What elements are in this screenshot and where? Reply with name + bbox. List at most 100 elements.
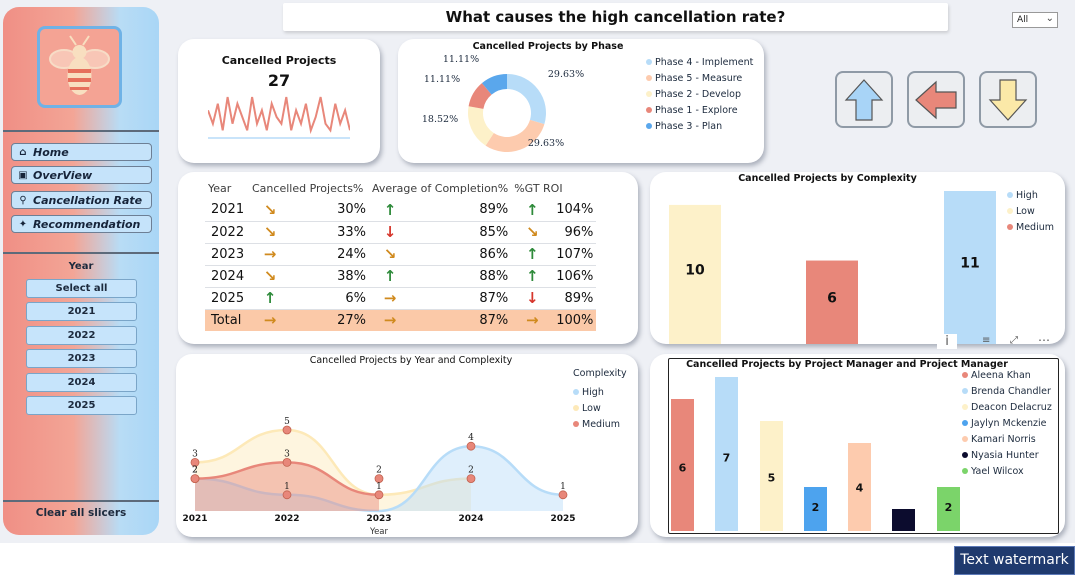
legend-item[interactable]: Medium bbox=[1007, 219, 1054, 235]
chevron-down-icon: ⌄ bbox=[1045, 13, 1054, 24]
cell-cancelled: 38% bbox=[291, 265, 369, 288]
focus-mode-icon[interactable]: ⤢ bbox=[1010, 335, 1018, 346]
legend-item[interactable]: High bbox=[1007, 187, 1054, 203]
down-arrow-button[interactable] bbox=[979, 71, 1037, 128]
more-options-icon[interactable]: ⋯ bbox=[1038, 333, 1050, 347]
trend-arrow-icon: ↑ bbox=[369, 199, 411, 222]
year-option-2024[interactable]: 2024 bbox=[26, 373, 137, 392]
legend-item[interactable]: Medium bbox=[573, 416, 627, 432]
data-point[interactable] bbox=[558, 490, 568, 500]
column-header-year[interactable]: Year bbox=[208, 181, 232, 195]
legend-item[interactable]: Deacon Delacruz bbox=[962, 399, 1052, 415]
legend-item[interactable]: Kamari Norris bbox=[962, 431, 1052, 447]
trend-arrow-icon: ↑ bbox=[525, 200, 539, 219]
column-header-completion[interactable]: Average of Completion% bbox=[372, 181, 509, 195]
data-label: 4 bbox=[468, 433, 474, 443]
trend-arrow-icon: ↑ bbox=[383, 200, 397, 219]
legend-dot bbox=[646, 123, 652, 129]
legend-dot bbox=[1007, 208, 1013, 214]
pm-bar[interactable] bbox=[892, 509, 915, 531]
donut-slice[interactable] bbox=[468, 83, 492, 109]
legend-dot bbox=[962, 420, 968, 426]
legend-item[interactable]: Nyasia Hunter bbox=[962, 447, 1052, 463]
left-arrow-button[interactable] bbox=[907, 71, 965, 128]
year-option-2022[interactable]: 2022 bbox=[26, 326, 137, 345]
trend-arrow-icon: → bbox=[383, 289, 397, 307]
trend-arrow-icon: → bbox=[511, 309, 554, 331]
area-series-line[interactable] bbox=[194, 444, 564, 513]
pm-bar[interactable] bbox=[804, 487, 827, 531]
x-tick-label: 2023 bbox=[366, 514, 391, 524]
trend-arrow-icon: ↘ bbox=[263, 200, 277, 219]
year-option-select-all[interactable]: Select all bbox=[26, 279, 137, 298]
up-arrow-button[interactable] bbox=[835, 71, 893, 128]
info-icon[interactable]: i bbox=[937, 334, 957, 349]
legend-item[interactable]: Phase 2 - Develop bbox=[646, 86, 753, 102]
divider bbox=[3, 252, 159, 254]
legend-item[interactable]: Yael Wilcox bbox=[962, 463, 1052, 479]
pm-bar[interactable] bbox=[671, 399, 694, 531]
table-row: 2024 ↘ 38% ↑ 88% ↑ 106% bbox=[205, 265, 597, 288]
nav-home-button[interactable]: ⌂ Home bbox=[11, 143, 152, 161]
clear-all-slicers-button[interactable]: Clear all slicers bbox=[35, 507, 127, 519]
data-point[interactable] bbox=[466, 441, 476, 451]
nav-overview-button[interactable]: ▣ OverView bbox=[11, 166, 152, 184]
year-option-2025[interactable]: 2025 bbox=[26, 396, 137, 415]
filter-dropdown[interactable]: All ⌄ bbox=[1012, 12, 1058, 28]
phase-donut-card: Cancelled Projects by Phase 29.63% 29.63%… bbox=[398, 39, 764, 163]
chart-title: Cancelled Projects by Phase bbox=[472, 41, 624, 52]
legend-item[interactable]: High bbox=[573, 384, 627, 400]
data-point[interactable] bbox=[374, 490, 384, 500]
nav-recommendation-button[interactable]: ✦ Recommendation bbox=[11, 215, 152, 233]
data-point[interactable] bbox=[190, 474, 200, 483]
legend-item[interactable]: Phase 4 - Implement bbox=[646, 54, 753, 70]
pm-bar[interactable] bbox=[715, 377, 738, 531]
filter-icon[interactable]: ≡ bbox=[982, 335, 991, 346]
trend-arrow-icon: ↑ bbox=[249, 287, 291, 310]
complexity-bar-card: Cancelled Projects by Complexity 10 6 11 H… bbox=[650, 172, 1065, 349]
pm-bar-chart: 6 7 5 2 4 2 bbox=[671, 377, 960, 531]
legend-item[interactable]: Aleena Khan bbox=[962, 367, 1052, 383]
year-option-2023[interactable]: 2023 bbox=[26, 349, 137, 368]
data-point[interactable] bbox=[374, 474, 384, 483]
area-series-line[interactable] bbox=[194, 428, 472, 497]
column-header-roi[interactable]: %GT ROI bbox=[514, 181, 563, 195]
pm-bar[interactable] bbox=[848, 443, 871, 531]
trend-arrow-icon: ↘ bbox=[525, 223, 539, 241]
bar-value-label: 7 bbox=[723, 452, 731, 465]
legend-item[interactable]: Phase 3 - Plan bbox=[646, 118, 753, 134]
legend-label: Medium bbox=[582, 418, 620, 430]
data-point[interactable] bbox=[466, 474, 476, 483]
pm-bar[interactable] bbox=[937, 487, 960, 531]
data-point[interactable] bbox=[190, 458, 200, 467]
column-header-cancelled[interactable]: Cancelled Projects% bbox=[252, 181, 364, 195]
nav-cancellation-rate-button[interactable]: ⚲ Cancellation Rate bbox=[11, 191, 152, 209]
donut-slice[interactable] bbox=[468, 106, 494, 146]
legend-dot bbox=[646, 107, 652, 113]
kpi-value: 27 bbox=[267, 71, 291, 90]
legend-item[interactable]: Jaylyn Mckenzie bbox=[962, 415, 1052, 431]
cell-roi: 100% bbox=[553, 309, 597, 331]
cell-completion: 88% bbox=[411, 265, 512, 288]
cell-cancelled: 27% bbox=[291, 309, 369, 331]
complexity-bar[interactable] bbox=[669, 204, 721, 344]
legend-item[interactable]: Low bbox=[573, 400, 627, 416]
donut-slice[interactable] bbox=[485, 119, 545, 152]
pm-bar[interactable] bbox=[760, 421, 783, 531]
data-point[interactable] bbox=[282, 425, 292, 435]
legend-label: Phase 5 - Measure bbox=[655, 72, 743, 84]
donut-slice[interactable] bbox=[507, 74, 546, 125]
cell-year: 2023 bbox=[205, 243, 249, 266]
donut-slice[interactable] bbox=[481, 74, 507, 95]
data-point[interactable] bbox=[282, 458, 292, 467]
legend-item[interactable]: Phase 5 - Measure bbox=[646, 70, 753, 86]
legend-item[interactable]: Brenda Chandler bbox=[962, 383, 1052, 399]
legend-item[interactable]: Low bbox=[1007, 203, 1054, 219]
cell-roi: 104% bbox=[553, 199, 597, 222]
year-option-2021[interactable]: 2021 bbox=[26, 302, 137, 321]
complexity-bar[interactable] bbox=[944, 191, 996, 344]
legend-item[interactable]: Phase 1 - Explore bbox=[646, 102, 753, 118]
data-point[interactable] bbox=[282, 490, 292, 500]
legend-dot bbox=[962, 388, 968, 394]
complexity-bar[interactable] bbox=[806, 260, 858, 344]
